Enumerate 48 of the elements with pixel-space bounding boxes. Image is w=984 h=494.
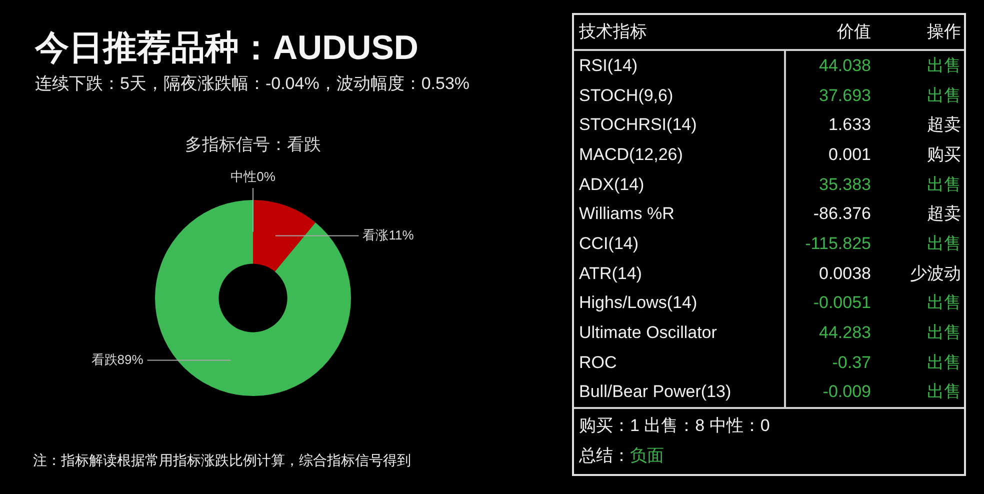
text: 出售	[927, 174, 961, 194]
category-label: ADX(14)	[579, 174, 644, 194]
text: 出售	[927, 293, 961, 314]
category-label: RSI(14)	[579, 56, 638, 76]
category-label: CCI(14)	[579, 234, 639, 254]
category-label: 中性0%	[230, 169, 276, 184]
category-label: Bull/Bear Power(13)	[579, 382, 732, 402]
data-label: 0.001	[828, 144, 871, 165]
category-label: MACD(12,26)	[579, 144, 683, 165]
text: 超卖	[927, 115, 961, 136]
data-label: 1.633	[828, 115, 871, 136]
text: 出售	[927, 86, 961, 106]
data-label: 44.038	[819, 56, 871, 76]
category-label: Ultimate Oscillator	[579, 322, 717, 343]
text: 出售	[927, 382, 961, 402]
text: 价值	[837, 22, 871, 42]
text: 负面	[630, 446, 664, 465]
category-label: STOCH(9,6)	[579, 86, 674, 106]
data-label: 44.283	[819, 322, 871, 343]
text: 出售	[927, 56, 961, 76]
text: 出售	[927, 352, 961, 372]
text: 出售	[927, 234, 961, 254]
text: 注：指标解读根据常用指标涨跌比例计算，综合指标信号得到	[33, 451, 411, 469]
data-label: -0.37	[832, 352, 871, 372]
slice-label: 看涨11%	[362, 227, 414, 242]
data-label: -0.0051	[813, 293, 871, 314]
data-label: -86.376	[813, 204, 871, 224]
text: 购买：1 出售：8 中性：0	[579, 416, 770, 436]
text: 多指标信号：看跌	[184, 134, 322, 156]
text: 购买	[927, 144, 961, 165]
category-label: ROC	[579, 352, 617, 372]
text: 操作	[927, 22, 961, 42]
data-label: 37.693	[819, 86, 871, 106]
data-label: 0.0038	[819, 264, 871, 284]
text: 出售	[927, 322, 961, 343]
slice-label: 看跌89%	[91, 352, 144, 367]
category-label: Williams %R	[579, 204, 674, 224]
category-label: Highs/Lows(14)	[579, 293, 698, 314]
text: 超卖	[927, 204, 961, 224]
data-label: 35.383	[819, 174, 871, 194]
category-label: STOCHRSI(14)	[579, 115, 697, 136]
data-label: -0.009	[822, 382, 871, 402]
text: 技术指标	[579, 22, 647, 42]
text: 少波动	[910, 264, 961, 284]
chart-subtitle: 连续下跌：5天，隔夜涨跌幅：-0.04%，波动幅度：0.53%	[35, 73, 470, 95]
data-label: -115.825	[805, 234, 871, 254]
category-label: ATR(14)	[579, 264, 642, 284]
chart-title: 今日推荐品种：AUDUSD	[35, 28, 418, 68]
